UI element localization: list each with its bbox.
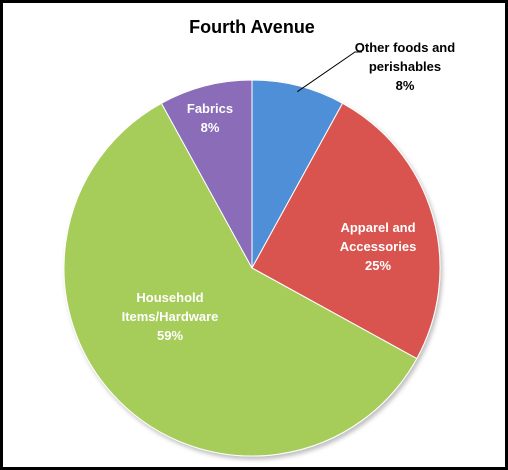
leader-line [297, 51, 362, 93]
slice-label-other-foods-and-perishables: Other foods and perishables 8% [355, 40, 455, 93]
pie-slice-other-foods-and-perishables [251, 79, 344, 269]
slice-label-fabrics: Fabrics 8% [187, 101, 233, 135]
slice-label-household-items-hardware: Household Items/Hardware 59% [122, 290, 219, 343]
pie-slice-fabrics [160, 79, 253, 269]
pie-slices [63, 79, 441, 457]
chart-title: Fourth Avenue [189, 17, 315, 37]
pie-slice-apparel-and-accessories [251, 102, 441, 360]
pie-labels: Other foods and perishables 8% Apparel and A… [122, 40, 456, 343]
pie-slice-household-items-hardware [63, 102, 418, 457]
slice-label-apparel-and-accessories: Apparel and Accessories 25% [340, 220, 417, 273]
